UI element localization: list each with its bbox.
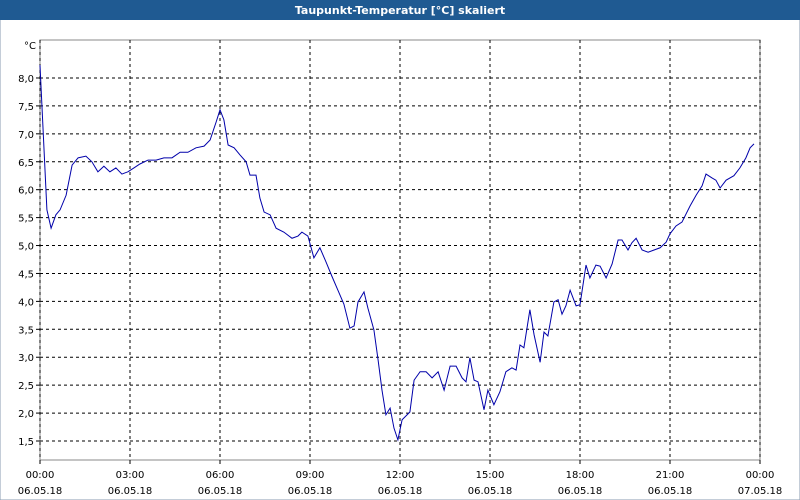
x-tick-date: 06.05.18 [198,486,243,497]
y-tick-label: 4,5 [18,269,34,280]
x-tick-label: 06:00 [206,470,235,481]
x-tick-label: 00:00 [26,470,55,481]
x-tick-date: 06.05.18 [378,486,423,497]
x-tick-label: 03:00 [116,470,145,481]
y-tick-label: 3,5 [18,325,34,336]
y-tick-label: 1,5 [18,437,34,448]
x-tick-label: 00:00 [746,470,775,481]
x-tick-date: 06.05.18 [558,486,603,497]
y-tick-label: 5,5 [18,214,34,225]
y-tick-label: 6,5 [18,158,34,169]
y-tick-label: 2,5 [18,381,34,392]
x-tick-label: 09:00 [296,470,325,481]
x-tick-label: 12:00 [386,470,415,481]
x-tick-label: 21:00 [656,470,685,481]
data-line [39,65,755,442]
y-tick-label: 8,0 [18,74,34,85]
y-tick-label: 2,0 [18,409,34,420]
y-tick-label: 4,0 [18,297,34,308]
x-tick-date: 07.05.18 [738,486,783,497]
y-tick-label: 3,0 [18,353,34,364]
x-tick-label: 15:00 [476,470,505,481]
x-tick-date: 06.05.18 [468,486,513,497]
y-tick-label: 5,0 [18,242,34,253]
y-tick-label: 7,0 [18,130,34,141]
y-unit: °C [24,41,36,52]
x-tick-date: 06.05.18 [648,486,693,497]
x-tick-date: 06.05.18 [108,486,153,497]
y-tick-label: 6,0 [18,186,34,197]
x-tick-date: 06.05.18 [18,486,63,497]
y-tick-label: 7,5 [18,102,34,113]
x-tick-date: 06.05.18 [288,486,333,497]
x-tick-label: 18:00 [566,470,595,481]
chart-title: Taupunkt-Temperatur [°C] skaliert [295,4,505,17]
title-bar [0,0,800,20]
